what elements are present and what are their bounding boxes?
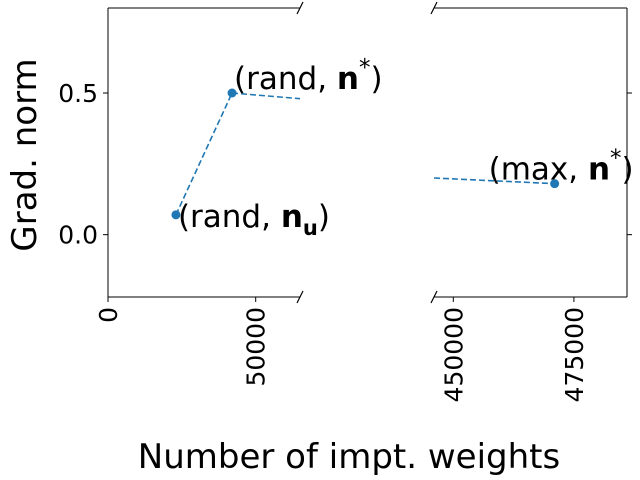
annotation-part: ) [318, 199, 330, 235]
axis-break-mark-2-bottom [430, 290, 438, 304]
y-tick-label: 0.5 [58, 79, 98, 108]
x-tick-label: 0 [94, 307, 123, 323]
data-point [171, 210, 181, 220]
y-tick-label: 0.0 [58, 221, 98, 250]
annotation-part: * [610, 146, 622, 172]
annotation-part: n [588, 152, 610, 188]
annotation-part: ) [371, 61, 383, 97]
point-annotation: (rand, nu) [178, 199, 330, 240]
annotation-part: u [303, 216, 318, 240]
annotation-part: (rand, [234, 61, 337, 97]
annotation-part: n [281, 199, 303, 235]
data-point [550, 179, 560, 189]
data-point [227, 88, 237, 98]
x-tick-label: 475000 [560, 307, 589, 402]
x-tick-label: 50000 [242, 307, 271, 387]
y-axis-title: Grad. norm [5, 58, 45, 251]
annotation-part: n [337, 61, 359, 97]
dashed-connector-line [433, 177, 555, 185]
annotation-part: (max, [489, 152, 588, 188]
axis-break-mark-1-top [296, 1, 304, 15]
annotation-part: * [359, 55, 371, 81]
x-axis-title: Number of impt. weights [138, 437, 560, 477]
point-annotation: (rand, n*) [234, 55, 383, 97]
x-tick-label: 450000 [439, 307, 468, 402]
axis-break-mark-2-top [430, 1, 438, 15]
axis-break-mark-1-bottom [296, 290, 304, 304]
annotation-part: (rand, [178, 199, 281, 235]
dashed-connector-line [231, 92, 301, 100]
dashed-connector-line [175, 92, 233, 216]
point-annotation: (max, n*) [489, 146, 634, 188]
annotation-part: ) [622, 152, 634, 188]
